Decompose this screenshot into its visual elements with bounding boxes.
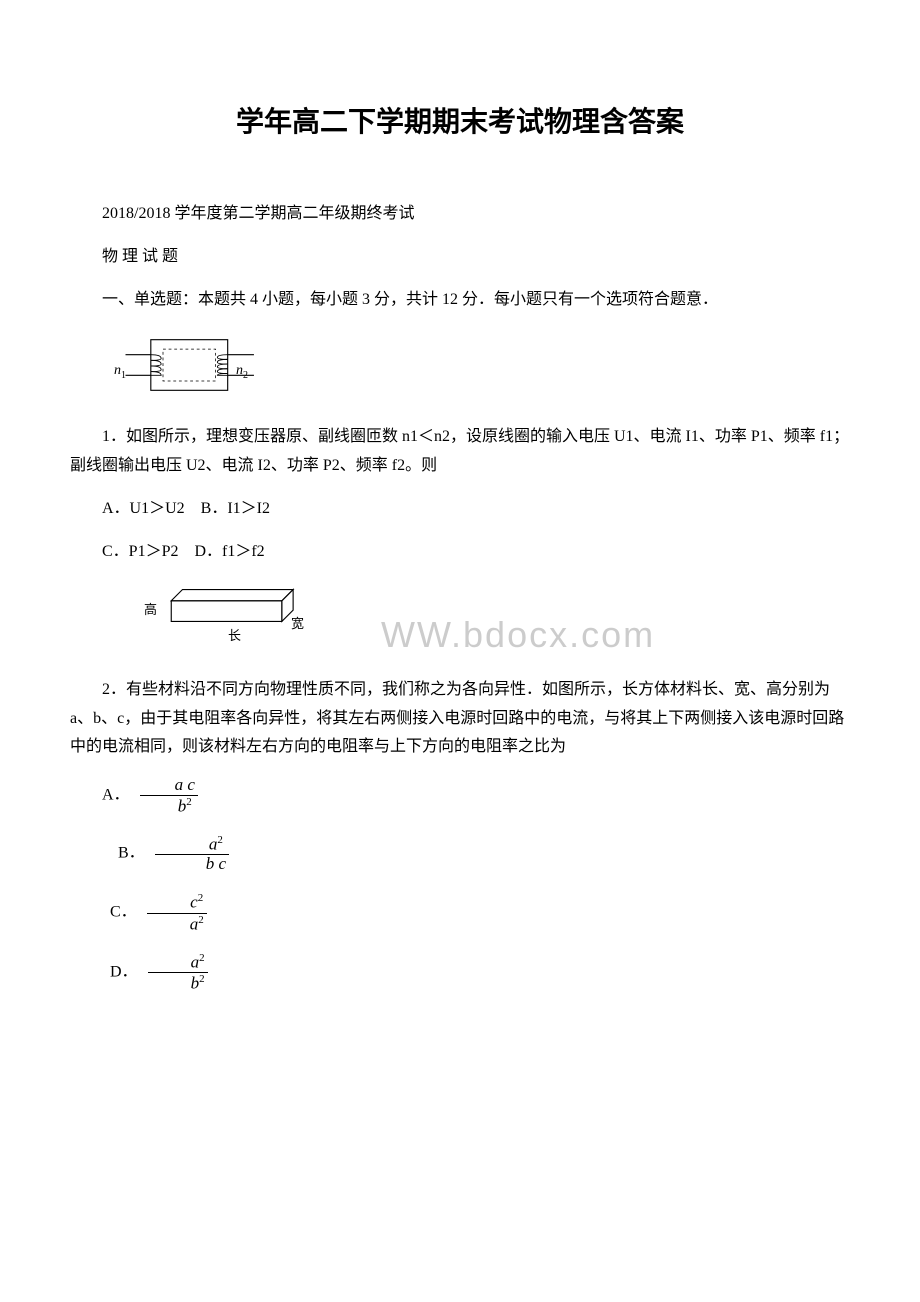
- cuboid-length-label: 长: [228, 628, 241, 643]
- q2-choice-a: A． a c b2: [70, 776, 850, 816]
- choice-b-label: B．: [118, 845, 145, 862]
- choice-d-label: D．: [110, 963, 138, 980]
- q1-choice-cd: C．P1＞P2 D．f1＞f2: [70, 538, 850, 567]
- q1-choice-ab: A．U1＞U2 B．I1＞I2: [70, 495, 850, 524]
- exam-year-line: 2018/2018 学年度第二学期高二年级期终考试: [70, 200, 850, 229]
- cuboid-height-label: 高: [144, 602, 157, 617]
- choice-a-frac: a c b2: [140, 776, 198, 816]
- q2-choice-b: B． a2 b c: [70, 834, 850, 874]
- cuboid-width-label: 宽: [291, 616, 304, 631]
- n1-label: n1: [114, 363, 126, 378]
- choice-d-frac: a2 b2: [148, 952, 208, 994]
- q2-choice-d: D． a2 b2: [70, 952, 850, 994]
- choice-b-frac: a2 b c: [155, 834, 229, 874]
- section-1-heading: 一、单选题：本题共 4 小题，每小题 3 分，共计 12 分．每小题只有一个选项…: [70, 286, 850, 315]
- watermark-text: WW.bdocx.com: [381, 614, 655, 656]
- transformer-figure: n1 n2: [118, 330, 850, 407]
- page-title: 学年高二下学期期末考试物理含答案: [70, 100, 850, 140]
- q1-text: 1．如图所示，理想变压器原、副线圈匝数 n1＜n2，设原线圈的输入电压 U1、电…: [70, 423, 850, 481]
- n2-label: n2: [236, 363, 248, 378]
- choice-c-label: C．: [110, 904, 137, 921]
- choice-c-frac: c2 a2: [147, 892, 207, 934]
- q2-choice-c: C． c2 a2: [70, 892, 850, 934]
- choice-a-label: A．: [102, 787, 130, 804]
- subject-line: 物 理 试 题: [70, 243, 850, 272]
- cuboid-figure-with-watermark: 高 宽 长WW.bdocx.com: [150, 582, 850, 659]
- q2-text: 2．有些材料沿不同方向物理性质不同，我们称之为各向异性．如图所示，长方体材料长、…: [70, 676, 850, 762]
